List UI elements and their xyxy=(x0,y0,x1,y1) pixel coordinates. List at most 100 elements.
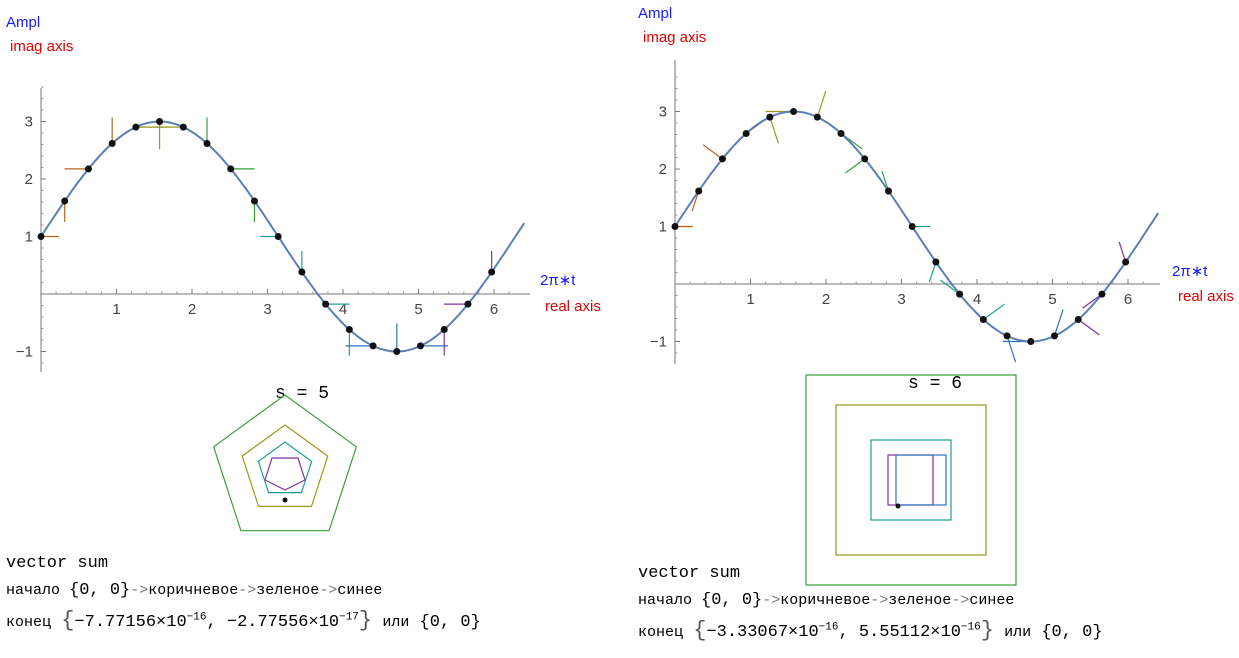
end-y-mantissa: 5.55112 xyxy=(858,623,931,642)
x-tick-label: 1 xyxy=(746,291,754,308)
sample-point xyxy=(695,187,703,195)
sample-point xyxy=(1051,332,1059,340)
inner-polygon xyxy=(895,454,947,506)
sample-point xyxy=(742,129,750,137)
start-value: {0, 0} xyxy=(69,581,131,600)
vector-sum-block-left: vector sum начало {0, 0}->коричневое->зе… xyxy=(6,554,481,633)
sample-point xyxy=(718,155,726,163)
or-label: или xyxy=(382,614,410,631)
sample-point xyxy=(298,268,306,276)
vector-segment xyxy=(1077,319,1100,336)
origin-point xyxy=(895,503,901,509)
start-label: начало xyxy=(6,582,61,599)
x-tick-label: 3 xyxy=(897,291,905,308)
sample-point xyxy=(250,197,258,205)
sample-point xyxy=(156,118,164,125)
sample-point xyxy=(203,139,211,147)
end-x-exp: −16 xyxy=(818,621,839,634)
end-line: конец {−3.33067×10−16, 5.55112×10−16} ил… xyxy=(638,618,1103,643)
y-tick-label: 3 xyxy=(25,114,33,131)
vector-polygon xyxy=(805,374,1017,586)
y-axis-label: Ampl xyxy=(6,14,40,31)
end-simple: {0, 0} xyxy=(419,613,481,632)
arrow: -> xyxy=(951,592,970,609)
end-x-exp: −16 xyxy=(186,611,207,624)
start-line: начало {0, 0}->коричневое->зеленое->сине… xyxy=(638,591,1103,610)
sample-point xyxy=(671,223,679,230)
vector-segment xyxy=(928,261,937,283)
x-axis-label-real: real axis xyxy=(545,298,601,315)
vector-segment xyxy=(1118,241,1127,263)
vector-polygons xyxy=(212,394,358,532)
y-axis-label-imag: imag axis xyxy=(643,29,706,46)
y-axis-label-imag: imag axis xyxy=(10,38,73,55)
sample-point xyxy=(345,326,353,334)
order-blue: синее xyxy=(337,582,383,599)
x-tick-label: 5 xyxy=(1048,291,1056,308)
x-tick-label: 3 xyxy=(263,301,271,318)
vector-segment xyxy=(691,190,700,212)
axes: 1 2 3 4 5 6 −1 1 2 3 xyxy=(16,86,530,372)
panel-right: Ampl imag axis 2π∗t real axis 1 2 3 4 5 6 −1 1 2… xyxy=(638,5,1234,586)
y-tick-label: −1 xyxy=(16,344,33,361)
sample-point xyxy=(766,113,774,121)
sample-points xyxy=(37,118,496,355)
vector-segment xyxy=(982,303,1005,321)
vector-segment xyxy=(1053,309,1064,337)
end-label: конец xyxy=(638,624,684,641)
vector-polygon xyxy=(241,424,329,508)
sample-point xyxy=(179,123,187,131)
vector-sum-block-right: vector sum начало {0, 0}->коричневое->зе… xyxy=(638,564,1103,643)
sample-point xyxy=(132,123,140,131)
start-value: {0, 0} xyxy=(701,591,763,610)
x-tick-label: 1 xyxy=(112,301,120,318)
vector-segment xyxy=(845,158,866,174)
x-axis-label: 2π∗t xyxy=(1172,263,1208,280)
order-blue: синее xyxy=(969,592,1015,609)
sample-point xyxy=(440,326,448,334)
panel-title: s = 6 xyxy=(908,374,962,394)
sample-point xyxy=(227,165,235,173)
sample-point xyxy=(908,223,916,230)
x-tick-label: 6 xyxy=(1124,291,1132,308)
tangent-vectors xyxy=(675,90,1127,363)
vector-segment xyxy=(702,144,723,160)
sample-point xyxy=(1074,316,1082,324)
sample-point xyxy=(393,348,401,355)
times: ×10 xyxy=(788,623,819,642)
end-line: конец {−7.77156×10−16, −2.77556×10−17} и… xyxy=(6,608,481,633)
vector-sum-title: vector sum xyxy=(6,554,109,573)
arrow: -> xyxy=(130,582,149,599)
sample-point xyxy=(84,165,92,173)
sample-point xyxy=(369,342,377,350)
sample-point xyxy=(979,316,987,324)
sample-point xyxy=(790,108,798,115)
sample-point xyxy=(1003,332,1011,340)
sample-point xyxy=(322,300,330,308)
sample-point xyxy=(1122,258,1130,266)
y-tick-label: 1 xyxy=(659,219,667,236)
origin-point xyxy=(282,497,288,503)
tangent-vectors xyxy=(41,117,493,356)
order-green: зеленое xyxy=(256,582,320,599)
arrow: -> xyxy=(319,582,338,599)
panel-left: Ampl imag axis 2π∗t real axis 1 2 3 4 5 6 −1 1 2… xyxy=(6,14,601,532)
inner-polygon xyxy=(887,454,934,506)
vector-segment xyxy=(939,279,960,295)
sample-point xyxy=(61,197,69,205)
x-axis-label: 2π∗t xyxy=(540,272,576,289)
y-tick-label: 3 xyxy=(659,104,667,121)
arrow: -> xyxy=(762,592,781,609)
end-y-exp: −17 xyxy=(339,611,359,624)
vector-segment xyxy=(769,116,779,144)
sample-point xyxy=(274,233,282,240)
panel-title: s = 5 xyxy=(275,384,329,404)
sample-point xyxy=(108,139,116,147)
sample-point xyxy=(488,268,496,276)
vector-polygon xyxy=(212,394,358,532)
sample-points xyxy=(671,108,1130,345)
sample-point xyxy=(861,155,869,163)
end-simple: {0, 0} xyxy=(1041,623,1103,642)
start-label: начало xyxy=(638,592,693,609)
times: ×10 xyxy=(156,613,187,632)
